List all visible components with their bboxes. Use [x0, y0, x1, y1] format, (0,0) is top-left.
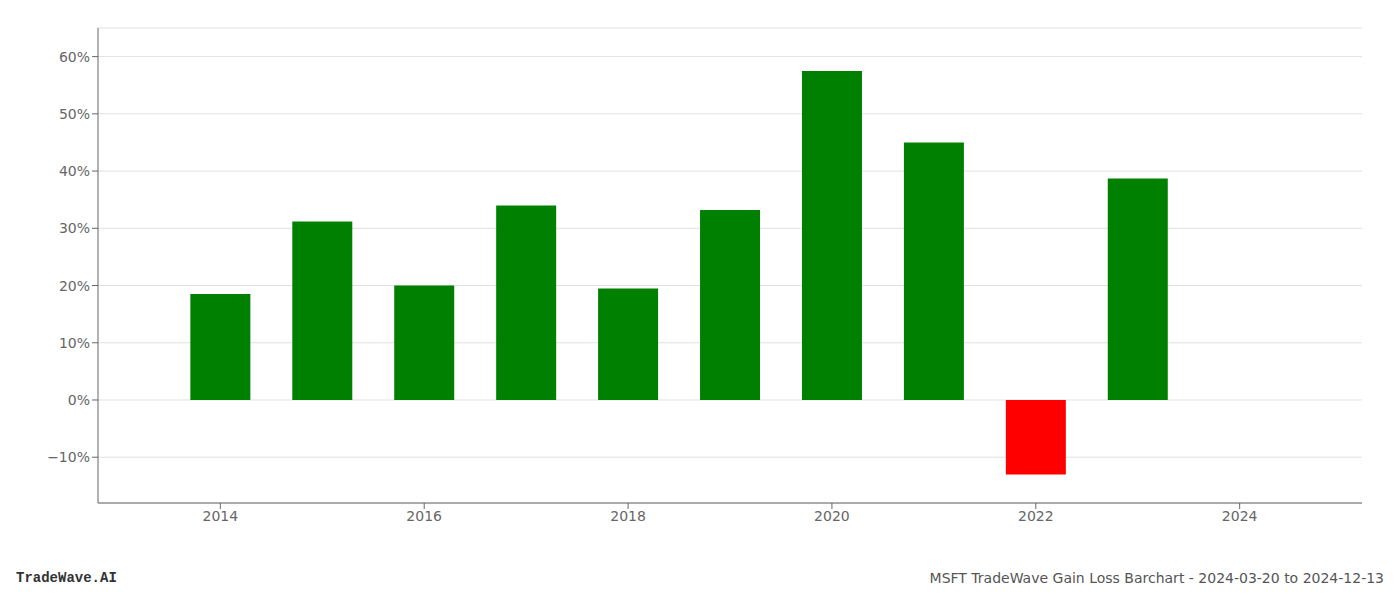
html-text:MSFT TradeWave Gain Loss Barch: MSFT TradeWave Gain Loss Barchart - 2024…	[929, 570, 1384, 586]
svg-text:60%: 60%	[59, 49, 90, 65]
svg-text:20%: 20%	[59, 278, 90, 294]
svg-text:2018: 2018	[610, 508, 646, 524]
svg-text:30%: 30%	[59, 220, 90, 236]
svg-text:40%: 40%	[59, 163, 90, 179]
html-text:TradeWave.AI: TradeWave.AI	[16, 570, 117, 586]
svg-text:50%: 50%	[59, 106, 90, 122]
svg-text:10%: 10%	[59, 335, 90, 351]
svg-text:2016: 2016	[406, 508, 442, 524]
svg-text:2022: 2022	[1018, 508, 1054, 524]
svg-text:2014: 2014	[203, 508, 239, 524]
svg-text:0%: 0%	[68, 392, 90, 408]
svg-text:2020: 2020	[814, 508, 850, 524]
svg-text:−10%: −10%	[47, 449, 90, 465]
svg-text:2024: 2024	[1222, 508, 1258, 524]
